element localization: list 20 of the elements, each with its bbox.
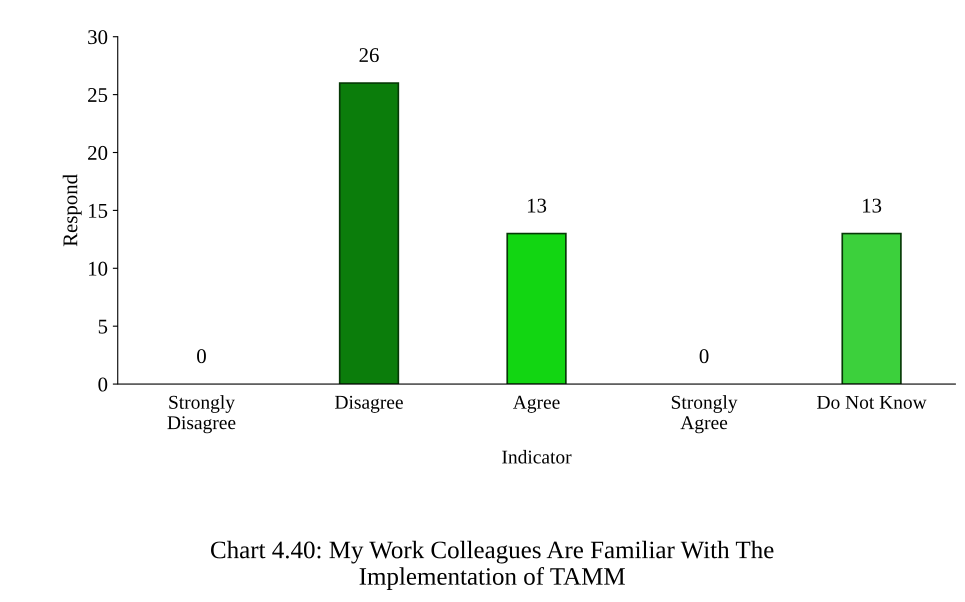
- data-label: 0: [700, 349, 708, 364]
- y-tick-label: 5: [98, 320, 108, 334]
- data-label: 0: [197, 349, 206, 364]
- x-tick-label: Strongly Agree: [672, 395, 738, 434]
- x-tick-label: Agree: [512, 396, 560, 413]
- x-tick-label: Strongly Disagree: [168, 395, 236, 434]
- y-tick-label: 25: [88, 88, 108, 102]
- x-tick-label: Disagree: [335, 396, 403, 413]
- y-tick-label: 15: [89, 204, 108, 218]
- text: Chart 4.40: My Work Colleagues Are Familiar With The Implementation of TAMM: [211, 540, 774, 590]
- y-tick-label: 0: [98, 377, 108, 392]
- x-tick-label: Do Not Know: [817, 396, 927, 409]
- y-tick-label: 30: [88, 30, 108, 44]
- y-tick-label: 20: [88, 146, 108, 160]
- data-label: 13: [528, 198, 546, 213]
- data-label: 13: [863, 198, 882, 213]
- y-axis-title: Respond: [62, 174, 82, 246]
- data-label: 26: [360, 48, 379, 62]
- x-axis-title: Indicator: [502, 450, 572, 464]
- y-tick-label: 10: [89, 262, 108, 276]
